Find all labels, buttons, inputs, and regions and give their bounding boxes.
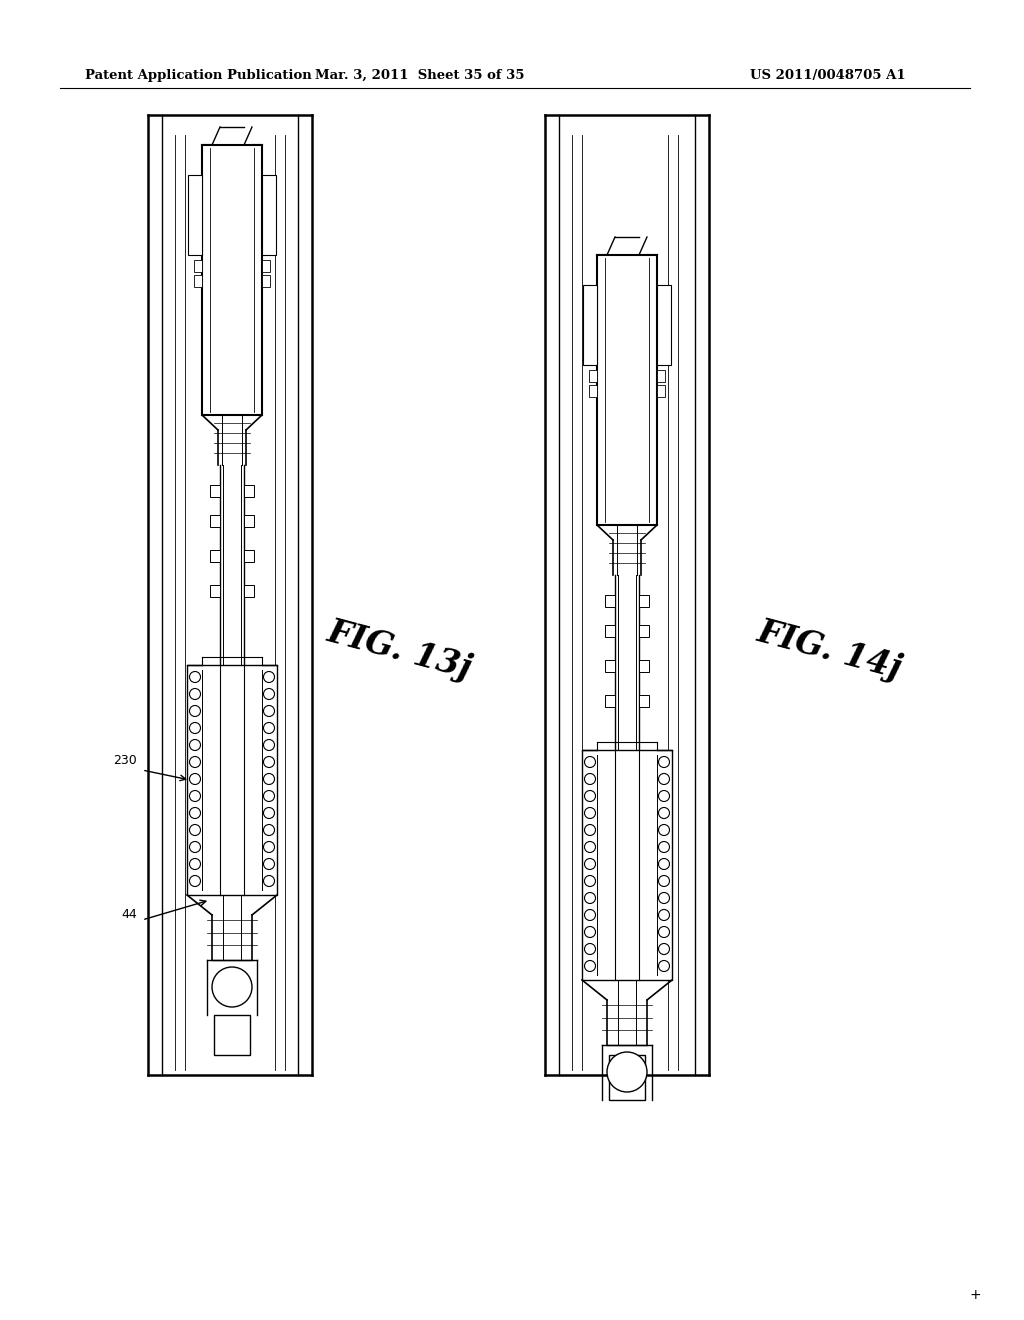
- Circle shape: [189, 722, 201, 734]
- Circle shape: [585, 927, 596, 937]
- Bar: [188, 176, 202, 255]
- Circle shape: [189, 774, 201, 784]
- Bar: [605, 696, 615, 708]
- Circle shape: [585, 875, 596, 887]
- Bar: [262, 275, 270, 286]
- Circle shape: [189, 689, 201, 700]
- Circle shape: [585, 858, 596, 870]
- Circle shape: [263, 825, 274, 836]
- Circle shape: [189, 705, 201, 717]
- Circle shape: [607, 1052, 647, 1092]
- Bar: [657, 385, 665, 397]
- Circle shape: [658, 892, 670, 903]
- Circle shape: [189, 672, 201, 682]
- Bar: [639, 624, 649, 638]
- Circle shape: [585, 842, 596, 853]
- Text: Patent Application Publication: Patent Application Publication: [85, 69, 311, 82]
- Bar: [582, 750, 672, 979]
- Circle shape: [585, 961, 596, 972]
- Circle shape: [658, 756, 670, 767]
- Text: +: +: [969, 1288, 981, 1302]
- Bar: [210, 484, 220, 498]
- Bar: [210, 550, 220, 562]
- Text: 230: 230: [114, 754, 137, 767]
- Circle shape: [658, 927, 670, 937]
- Bar: [639, 595, 649, 607]
- Circle shape: [263, 672, 274, 682]
- Circle shape: [263, 875, 274, 887]
- Bar: [639, 696, 649, 708]
- Circle shape: [212, 968, 252, 1007]
- Text: Mar. 3, 2011  Sheet 35 of 35: Mar. 3, 2011 Sheet 35 of 35: [315, 69, 524, 82]
- Text: FIG. 14j: FIG. 14j: [754, 615, 906, 685]
- Text: FIG. 13j: FIG. 13j: [324, 615, 476, 685]
- Bar: [210, 585, 220, 597]
- Bar: [589, 370, 597, 381]
- Bar: [605, 660, 615, 672]
- Circle shape: [658, 774, 670, 784]
- Circle shape: [585, 944, 596, 954]
- Circle shape: [585, 892, 596, 903]
- Circle shape: [189, 825, 201, 836]
- Bar: [639, 660, 649, 672]
- Bar: [262, 260, 270, 272]
- Circle shape: [585, 909, 596, 920]
- Circle shape: [189, 756, 201, 767]
- Bar: [244, 585, 254, 597]
- Text: 44: 44: [121, 908, 137, 921]
- Circle shape: [585, 791, 596, 801]
- Bar: [657, 285, 671, 366]
- Circle shape: [658, 909, 670, 920]
- Text: US 2011/0048705 A1: US 2011/0048705 A1: [750, 69, 905, 82]
- Bar: [605, 595, 615, 607]
- Circle shape: [658, 791, 670, 801]
- Circle shape: [585, 774, 596, 784]
- Circle shape: [189, 842, 201, 853]
- Bar: [244, 550, 254, 562]
- Circle shape: [189, 808, 201, 818]
- Circle shape: [658, 825, 670, 836]
- Circle shape: [263, 791, 274, 801]
- Circle shape: [585, 808, 596, 818]
- Bar: [609, 1055, 645, 1100]
- Bar: [605, 624, 615, 638]
- Bar: [583, 285, 597, 366]
- Circle shape: [189, 739, 201, 751]
- Circle shape: [263, 705, 274, 717]
- Bar: [262, 176, 276, 255]
- Bar: [657, 370, 665, 381]
- Circle shape: [263, 689, 274, 700]
- Circle shape: [263, 858, 274, 870]
- Circle shape: [658, 961, 670, 972]
- Bar: [194, 275, 202, 286]
- Circle shape: [658, 944, 670, 954]
- Circle shape: [263, 722, 274, 734]
- Circle shape: [585, 825, 596, 836]
- Bar: [210, 515, 220, 527]
- Circle shape: [658, 808, 670, 818]
- Circle shape: [263, 774, 274, 784]
- Bar: [214, 1015, 250, 1055]
- Circle shape: [263, 756, 274, 767]
- Circle shape: [189, 875, 201, 887]
- Circle shape: [263, 739, 274, 751]
- Bar: [589, 385, 597, 397]
- Bar: [202, 145, 262, 414]
- Circle shape: [658, 842, 670, 853]
- Circle shape: [263, 808, 274, 818]
- Circle shape: [585, 756, 596, 767]
- Circle shape: [658, 858, 670, 870]
- Bar: [187, 665, 278, 895]
- Circle shape: [189, 791, 201, 801]
- Circle shape: [263, 842, 274, 853]
- Bar: [244, 515, 254, 527]
- Bar: [194, 260, 202, 272]
- Bar: [597, 255, 657, 525]
- Circle shape: [658, 875, 670, 887]
- Bar: [244, 484, 254, 498]
- Circle shape: [189, 858, 201, 870]
